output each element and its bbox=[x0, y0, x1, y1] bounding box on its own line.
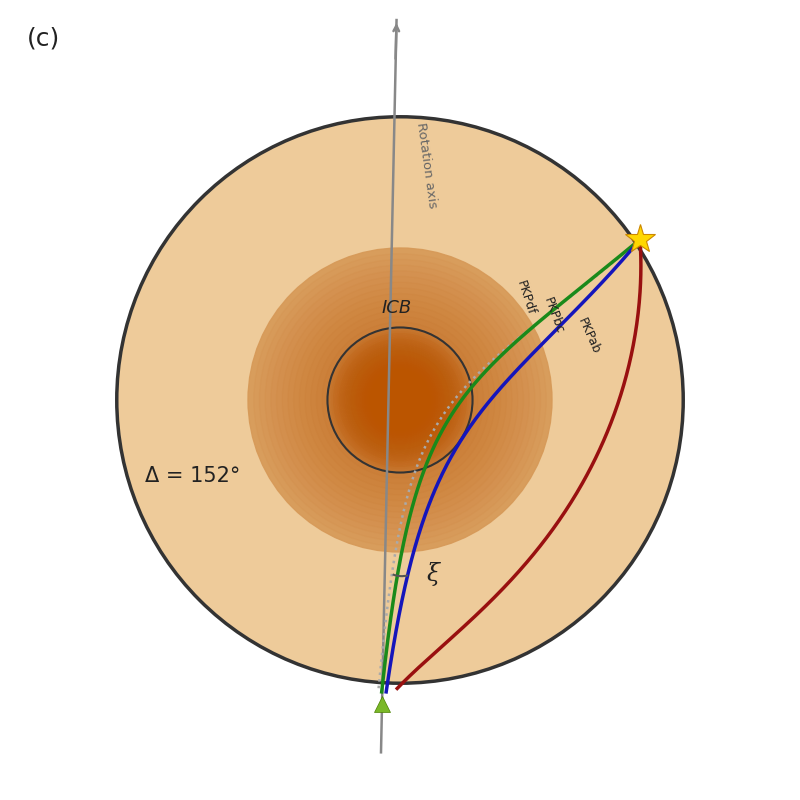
Circle shape bbox=[376, 376, 424, 424]
Circle shape bbox=[374, 374, 426, 426]
Circle shape bbox=[341, 341, 459, 459]
Circle shape bbox=[385, 385, 415, 415]
Circle shape bbox=[361, 361, 439, 439]
Circle shape bbox=[117, 117, 683, 683]
Circle shape bbox=[359, 359, 441, 441]
Text: PKPab: PKPab bbox=[574, 316, 602, 356]
Circle shape bbox=[378, 378, 422, 422]
Circle shape bbox=[389, 389, 411, 411]
Text: Rotation axis: Rotation axis bbox=[414, 122, 439, 209]
Text: (c): (c) bbox=[27, 27, 60, 51]
Circle shape bbox=[358, 358, 442, 442]
Circle shape bbox=[344, 344, 456, 456]
Text: Δ = 152°: Δ = 152° bbox=[145, 466, 241, 486]
Circle shape bbox=[350, 350, 450, 450]
Circle shape bbox=[337, 337, 463, 463]
Circle shape bbox=[342, 342, 458, 458]
Circle shape bbox=[354, 354, 446, 446]
Circle shape bbox=[383, 383, 417, 417]
Circle shape bbox=[366, 366, 434, 434]
Circle shape bbox=[394, 394, 406, 406]
Circle shape bbox=[387, 387, 413, 413]
Circle shape bbox=[248, 248, 552, 552]
Text: PKPbc: PKPbc bbox=[541, 295, 566, 335]
Circle shape bbox=[372, 372, 428, 428]
Circle shape bbox=[331, 331, 469, 469]
Circle shape bbox=[370, 370, 430, 430]
Circle shape bbox=[352, 352, 448, 448]
Text: ξ: ξ bbox=[426, 562, 439, 586]
Circle shape bbox=[393, 393, 407, 407]
Circle shape bbox=[355, 355, 445, 445]
Circle shape bbox=[338, 338, 462, 462]
Circle shape bbox=[327, 327, 473, 473]
Circle shape bbox=[382, 382, 418, 418]
Circle shape bbox=[363, 363, 437, 437]
Circle shape bbox=[348, 348, 452, 452]
Circle shape bbox=[346, 346, 454, 454]
Text: PKPdf: PKPdf bbox=[514, 279, 538, 317]
Text: ICB: ICB bbox=[382, 299, 412, 318]
Circle shape bbox=[390, 390, 410, 410]
Circle shape bbox=[333, 333, 467, 467]
Circle shape bbox=[396, 396, 404, 404]
Circle shape bbox=[335, 335, 465, 465]
Circle shape bbox=[365, 365, 435, 435]
Circle shape bbox=[330, 330, 470, 470]
Circle shape bbox=[379, 379, 421, 421]
Circle shape bbox=[368, 368, 432, 432]
Circle shape bbox=[398, 398, 402, 402]
